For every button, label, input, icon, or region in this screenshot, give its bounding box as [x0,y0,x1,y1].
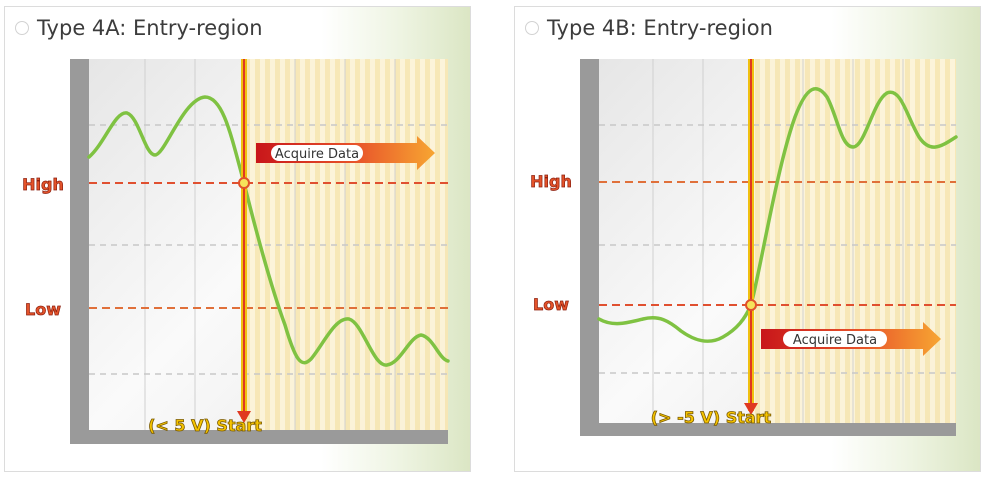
horizontal-gridlines [599,124,956,374]
scope-frame-bottom [580,423,956,436]
high-label: High [530,172,572,191]
horizontal-gridlines [89,124,448,375]
signal-waveform [597,87,958,343]
scope-frame-bottom [70,430,448,444]
signal-waveform [87,95,450,367]
panel-type-4b: Type 4B: Entry-region [514,6,981,472]
trigger-point-marker [745,299,757,311]
vertical-gridlines [652,59,904,423]
scope-diagram: Acquire Data High Low (< 5 V) Start [22,59,450,444]
panel-type-4a: Type 4A: Entry-region [4,6,471,472]
vertical-gridlines [144,59,396,430]
panel-title: Type 4B: Entry-region [525,13,773,43]
acquire-data-pill [783,331,887,347]
acquire-data-pill [271,145,363,161]
start-label: (> -5 V) Start [651,408,772,427]
high-label: High [22,175,64,194]
scope-diagram: Acquire Data High Low (> -5 V) Start [530,59,958,436]
scope-frame-left [580,59,599,436]
acquire-data-label: Acquire Data [793,333,877,348]
acquire-data-label: Acquire Data [275,147,359,162]
low-label: Low [533,295,569,314]
start-label: (< 5 V) Start [148,416,262,435]
trigger-point-marker [238,177,250,189]
panel-title-text: Type 4B: Entry-region [547,16,773,40]
trigger-arrow-head [744,403,758,415]
panel-title: Type 4A: Entry-region [15,13,263,43]
low-label: Low [25,300,61,319]
scope-frame-left [70,59,89,444]
radio-circle-icon [15,21,29,35]
radio-circle-icon [525,21,539,35]
trigger-arrow-head [237,411,251,423]
panel-title-text: Type 4A: Entry-region [37,16,263,40]
